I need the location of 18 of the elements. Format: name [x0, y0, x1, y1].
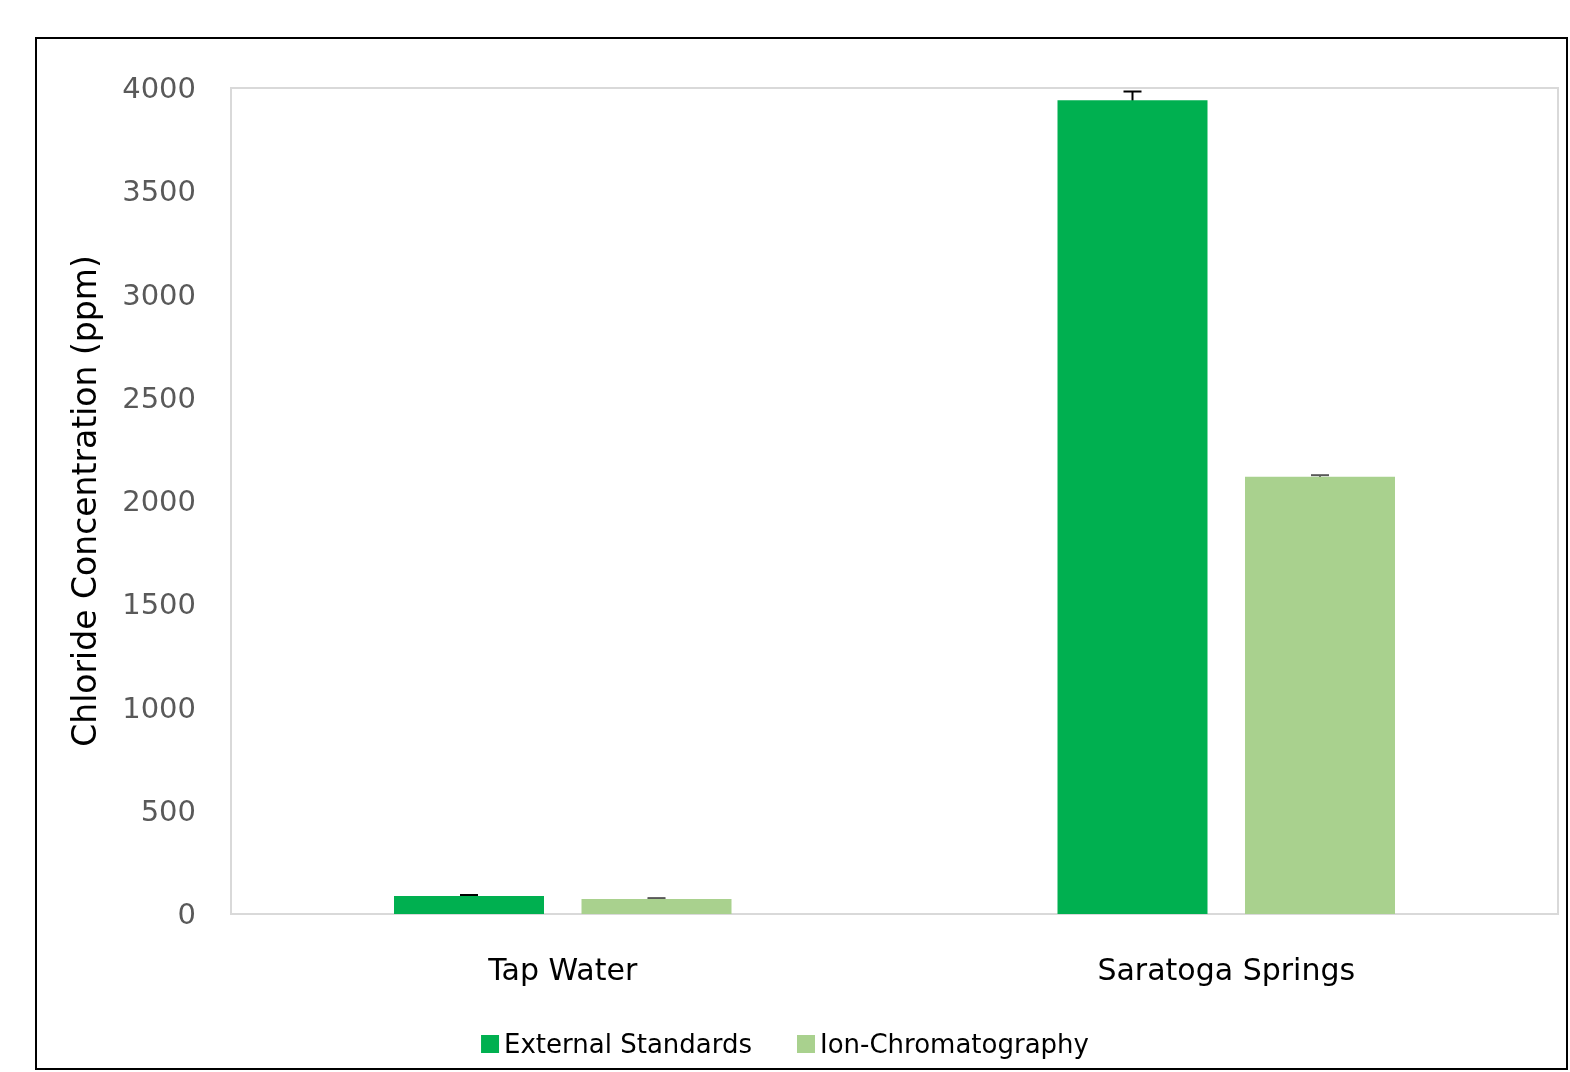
y-tick-label: 4000 — [122, 71, 196, 105]
y-tick-label: 2500 — [122, 380, 196, 415]
x-tick-label: Saratoga Springs — [1097, 951, 1356, 987]
y-tick-label: 1500 — [122, 587, 196, 622]
y-tick-label: 1000 — [122, 690, 196, 725]
y-tick-label: 2000 — [122, 484, 196, 518]
y-tick-label: 3500 — [122, 174, 196, 209]
legend-label: External Standards — [504, 1029, 753, 1059]
y-axis-title: Chloride Concentration (ppm) — [65, 255, 104, 747]
y-tick-label: 0 — [177, 897, 196, 931]
bar — [581, 898, 732, 914]
y-tick-label: 500 — [140, 793, 196, 828]
bar — [1245, 476, 1395, 914]
x-tick-label: Tap Water — [487, 951, 638, 987]
legend-label: Ion-Chromatography — [820, 1029, 1089, 1059]
bar — [394, 896, 544, 914]
bar — [1057, 100, 1208, 914]
y-tick-label: 3000 — [122, 277, 196, 312]
